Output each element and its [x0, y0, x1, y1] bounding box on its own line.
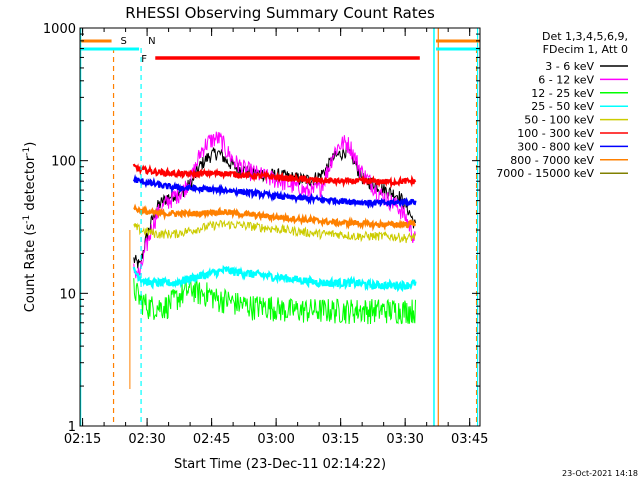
y-axis-label: Count Rate (s-1 detector-1) [22, 142, 38, 313]
legend-label: 300 - 800 keV [517, 140, 594, 153]
legend-label: 12 - 25 keV [531, 87, 594, 100]
legend-label: 800 - 7000 keV [510, 154, 594, 167]
plot-frame [79, 27, 481, 427]
y-tick-label: 10 [59, 287, 76, 302]
series-layer [132, 131, 417, 325]
series-line-4 [132, 264, 417, 293]
legend-label: 6 - 12 keV [538, 73, 594, 86]
annotation-label-n: N [148, 36, 155, 47]
legend-header-line-2: FDecim 1, Att 0 [543, 43, 628, 56]
x-tick-label: 03:45 [451, 432, 488, 447]
series-line-3 [133, 278, 416, 325]
y-tick-label: 100 [51, 155, 76, 170]
series-line-6 [132, 163, 417, 189]
chart-title: RHESSI Observing Summary Count Rates [125, 4, 435, 22]
x-tick-label: 03:30 [386, 432, 423, 447]
x-tick-label: 03:15 [322, 432, 359, 447]
x-axis-label: Start Time (23-Dec-11 02:14:22) [174, 457, 386, 472]
render-timestamp: 23-Oct-2021 14:18 [562, 469, 638, 478]
annotation-label-f: F [141, 54, 147, 65]
y-tick-label: 1000 [43, 22, 76, 37]
legend-label: 100 - 300 keV [517, 127, 594, 140]
legend-label: 25 - 50 keV [531, 100, 594, 113]
legend-header-line-1: Det 1,3,4,5,6,9, [542, 30, 628, 43]
series-line-2 [133, 131, 416, 279]
axes-layer: 02:15 02:30 02:45 03:00 03:15 03:30 03:45 1 10 10… [43, 22, 489, 447]
legend: Det 1,3,4,5,6,9, FDecim 1, Att 0 3 - 6 k… [496, 30, 628, 180]
legend-label: 3 - 6 keV [545, 60, 594, 73]
series-line-8 [133, 203, 416, 232]
x-tick-label: 02:45 [193, 432, 230, 447]
x-tick-label: 03:00 [257, 432, 294, 447]
x-tick-label: 02:30 [128, 432, 165, 447]
x-tick-label: 02:15 [64, 432, 101, 447]
legend-label: 50 - 100 keV [524, 114, 594, 127]
y-tick-label: 1 [68, 420, 76, 435]
legend-label: 7000 - 15000 keV [496, 167, 594, 180]
annotation-label-s: S [121, 36, 127, 47]
series-line-5 [133, 219, 416, 244]
series-line-7 [132, 173, 417, 210]
